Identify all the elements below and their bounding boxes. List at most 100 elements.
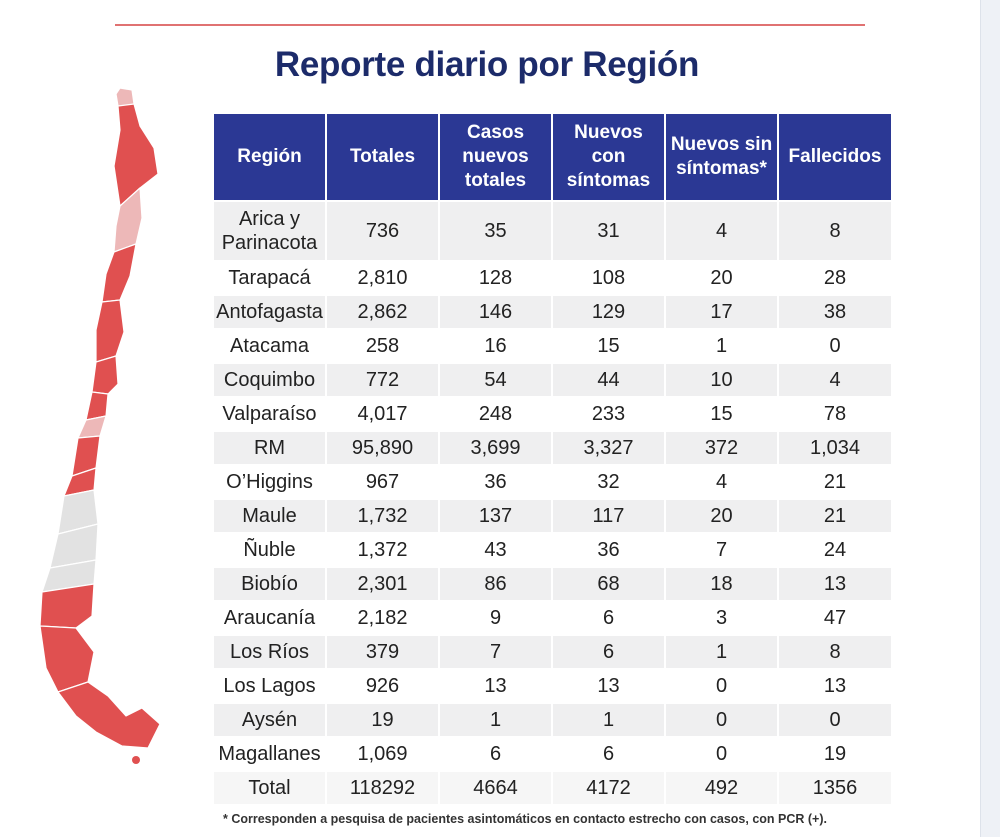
cell-casos-nuevos: 36 xyxy=(439,464,553,499)
cell-sin-sintomas: 1 xyxy=(665,328,779,363)
cell-sin-sintomas: 15 xyxy=(665,396,779,431)
map-region-tarapaca xyxy=(113,103,159,207)
table-row: Antofagasta 2,862 146 129 17 38 xyxy=(214,294,891,329)
cell-totales: 967 xyxy=(326,464,440,499)
map-region-coquimbo xyxy=(95,299,125,363)
cell-region: Biobío xyxy=(214,566,327,601)
cell-fallecidos: 1,034 xyxy=(778,430,891,465)
cell-sin-sintomas: 1 xyxy=(665,634,779,669)
cell-casos-nuevos: 86 xyxy=(439,566,553,601)
table-row: Biobío 2,301 86 68 18 13 xyxy=(214,566,891,601)
cell-totales: 379 xyxy=(326,634,440,669)
map-region-valparaiso xyxy=(91,355,119,395)
cell-region: Los Ríos xyxy=(214,634,327,669)
header-sin-sintomas: Nuevos sin síntomas* xyxy=(665,114,779,201)
cell-sin-sintomas: 0 xyxy=(665,736,779,771)
cell-casos-nuevos: 146 xyxy=(439,294,553,329)
header-region: Región xyxy=(214,114,327,201)
cell-casos-nuevos: 1 xyxy=(439,702,553,737)
table-row: Los Ríos 379 7 6 1 8 xyxy=(214,634,891,669)
table-row: Magallanes 1,069 6 6 0 19 xyxy=(214,736,891,771)
cell-region: RM xyxy=(214,430,327,465)
cell-casos-nuevos: 137 xyxy=(439,498,553,533)
cell-totales: 19 xyxy=(326,702,440,737)
cell-fallecidos: 4 xyxy=(778,362,891,397)
cell-sin-sintomas: 0 xyxy=(665,668,779,703)
cell-casos-nuevos: 13 xyxy=(439,668,553,703)
cell-casos-nuevos: 35 xyxy=(439,200,553,261)
cell-fallecidos: 13 xyxy=(778,668,891,703)
table-row: Valparaíso 4,017 248 233 15 78 xyxy=(214,396,891,431)
cell-con-sintomas: 31 xyxy=(552,200,666,261)
cell-fallecidos: 19 xyxy=(778,736,891,771)
window-edge-strip xyxy=(980,0,1000,837)
cell-region: Total xyxy=(214,770,327,804)
cell-totales: 1,732 xyxy=(326,498,440,533)
table-total-row: Total 118292 4664 4172 492 1356 xyxy=(214,770,891,804)
table-row: Los Lagos 926 13 13 0 13 xyxy=(214,668,891,703)
cell-con-sintomas: 6 xyxy=(552,600,666,635)
cell-totales: 736 xyxy=(326,200,440,261)
cell-region: Tarapacá xyxy=(214,260,327,295)
cell-sin-sintomas: 4 xyxy=(665,200,779,261)
cell-fallecidos: 78 xyxy=(778,396,891,431)
footnote: * Corresponden a pesquisa de pacientes a… xyxy=(223,812,827,826)
cell-casos-nuevos: 7 xyxy=(439,634,553,669)
cell-region: Atacama xyxy=(214,328,327,363)
header-casos-nuevos: Casos nuevos totales xyxy=(439,114,553,201)
cell-con-sintomas: 36 xyxy=(552,532,666,567)
cell-region: Ñuble xyxy=(214,532,327,567)
cell-con-sintomas: 13 xyxy=(552,668,666,703)
cell-region: Magallanes xyxy=(214,736,327,771)
cell-totales: 772 xyxy=(326,362,440,397)
map-region-los-lagos xyxy=(39,583,95,629)
cell-fallecidos: 8 xyxy=(778,200,891,261)
map-cape-horn-islet xyxy=(132,756,140,764)
cell-con-sintomas: 44 xyxy=(552,362,666,397)
map-region-ohiggins xyxy=(77,415,107,439)
cell-casos-nuevos: 6 xyxy=(439,736,553,771)
cell-casos-nuevos: 54 xyxy=(439,362,553,397)
header-totales: Totales xyxy=(326,114,440,201)
table-header-row: Región Totales Casos nuevos totales Nuev… xyxy=(214,114,891,201)
cell-con-sintomas: 68 xyxy=(552,566,666,601)
cell-sin-sintomas: 0 xyxy=(665,702,779,737)
table-row: RM 95,890 3,699 3,327 372 1,034 xyxy=(214,430,891,465)
cell-casos-nuevos: 16 xyxy=(439,328,553,363)
cell-con-sintomas: 32 xyxy=(552,464,666,499)
table-row: Araucanía 2,182 9 6 3 47 xyxy=(214,600,891,635)
cell-region: Araucanía xyxy=(214,600,327,635)
cell-sin-sintomas: 4 xyxy=(665,464,779,499)
cell-con-sintomas: 6 xyxy=(552,736,666,771)
cell-region: Arica y Parinacota xyxy=(214,200,327,261)
cell-sin-sintomas: 20 xyxy=(665,260,779,295)
cell-totales: 926 xyxy=(326,668,440,703)
cell-con-sintomas: 233 xyxy=(552,396,666,431)
cell-sin-sintomas: 492 xyxy=(665,770,779,804)
cell-con-sintomas: 6 xyxy=(552,634,666,669)
cell-fallecidos: 28 xyxy=(778,260,891,295)
map-region-magallanes xyxy=(57,681,161,749)
cell-fallecidos: 21 xyxy=(778,464,891,499)
header-con-sintomas: Nuevos con síntomas xyxy=(552,114,666,201)
cell-region: O’Higgins xyxy=(214,464,327,499)
cell-totales: 2,862 xyxy=(326,294,440,329)
header-fallecidos: Fallecidos xyxy=(778,114,891,201)
table-row: Ñuble 1,372 43 36 7 24 xyxy=(214,532,891,567)
cell-totales: 4,017 xyxy=(326,396,440,431)
cell-region: Aysén xyxy=(214,702,327,737)
cell-totales: 1,069 xyxy=(326,736,440,771)
cell-totales: 258 xyxy=(326,328,440,363)
cell-casos-nuevos: 3,699 xyxy=(439,430,553,465)
cell-con-sintomas: 15 xyxy=(552,328,666,363)
cell-region: Coquimbo xyxy=(214,362,327,397)
cell-sin-sintomas: 20 xyxy=(665,498,779,533)
cell-con-sintomas: 1 xyxy=(552,702,666,737)
cell-totales: 95,890 xyxy=(326,430,440,465)
cell-casos-nuevos: 43 xyxy=(439,532,553,567)
table-row: Coquimbo 772 54 44 10 4 xyxy=(214,362,891,397)
cell-sin-sintomas: 7 xyxy=(665,532,779,567)
table-row: O’Higgins 967 36 32 4 21 xyxy=(214,464,891,499)
table-row: Aysén 19 1 1 0 0 xyxy=(214,702,891,737)
cell-fallecidos: 1356 xyxy=(778,770,891,804)
